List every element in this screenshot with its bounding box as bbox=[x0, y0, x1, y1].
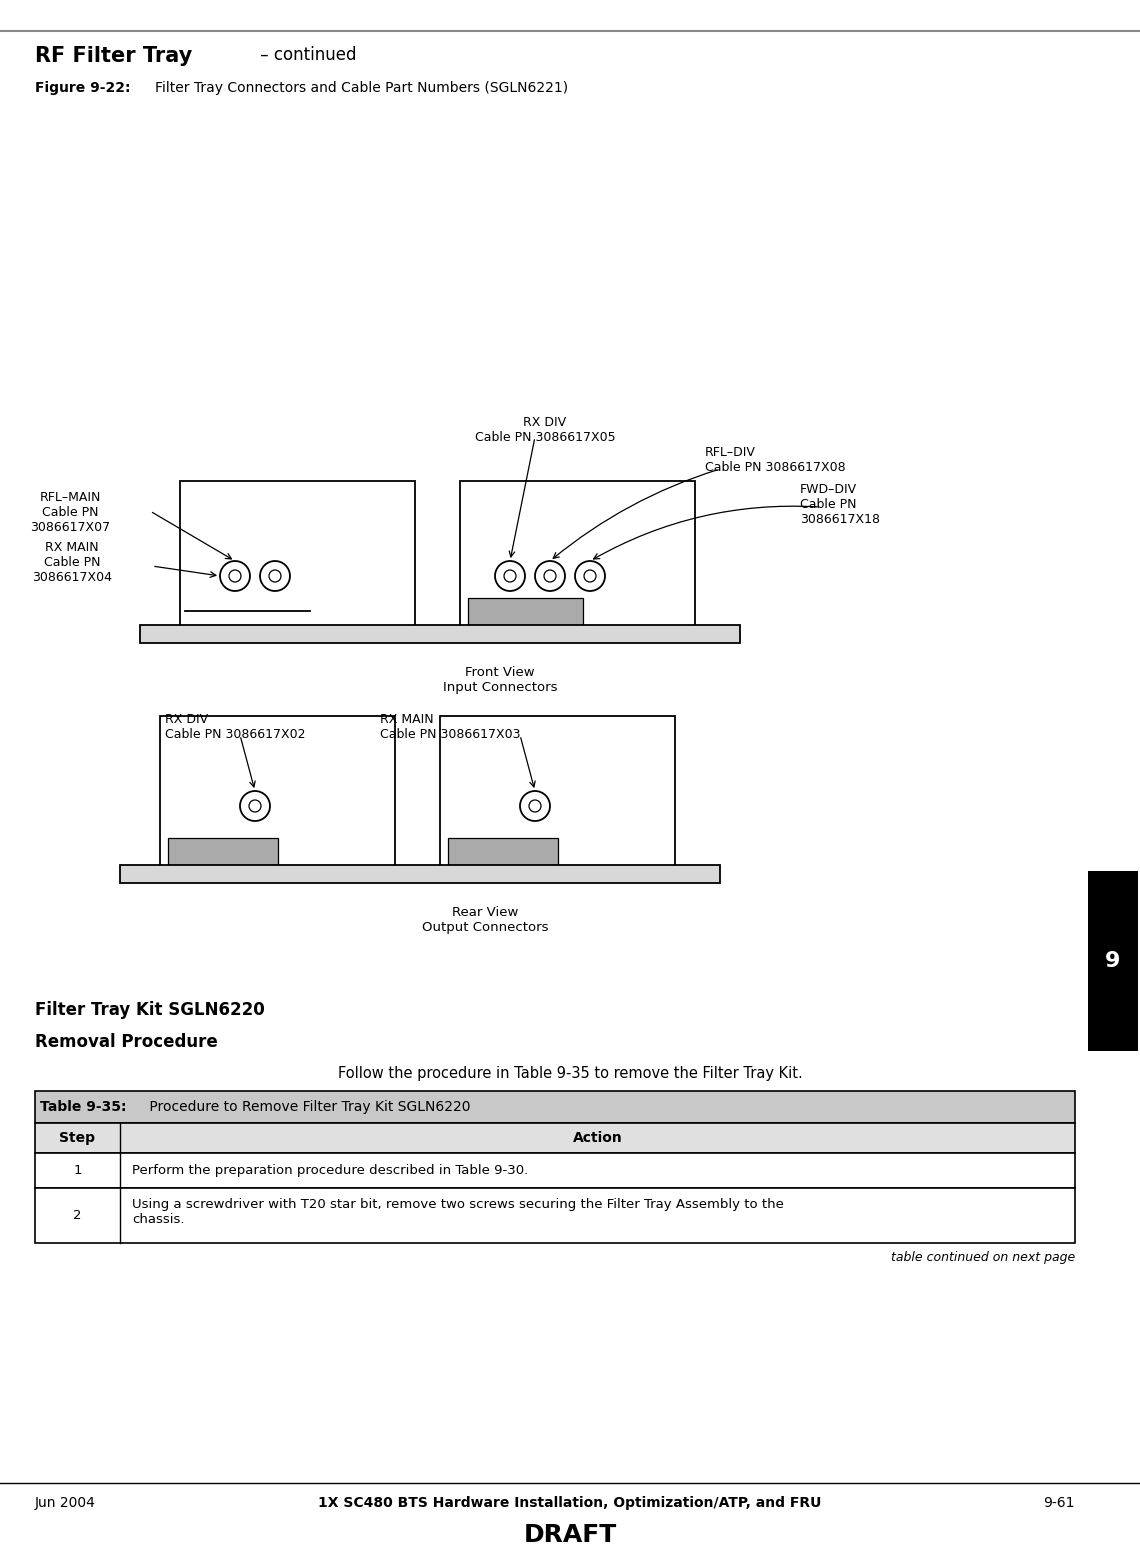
Text: RX DIV
Cable PN 3086617X02: RX DIV Cable PN 3086617X02 bbox=[165, 713, 306, 741]
Text: Figure 9-22:: Figure 9-22: bbox=[35, 81, 130, 95]
Text: Filter Tray Connectors and Cable Part Numbers (SGLN6221): Filter Tray Connectors and Cable Part Nu… bbox=[155, 81, 568, 95]
Bar bbox=[35, 1090, 1075, 1123]
Circle shape bbox=[495, 561, 526, 591]
Text: Using a screwdriver with T20 star bit, remove two screws securing the Filter Tra: Using a screwdriver with T20 star bit, r… bbox=[132, 1197, 784, 1225]
Circle shape bbox=[535, 561, 565, 591]
Bar bbox=[461, 481, 695, 631]
Text: Filter Tray Kit SGLN6220: Filter Tray Kit SGLN6220 bbox=[35, 1000, 264, 1019]
Bar bbox=[140, 625, 740, 644]
Text: – continued: – continued bbox=[255, 47, 357, 64]
Bar bbox=[440, 717, 675, 872]
Text: Jun 2004: Jun 2004 bbox=[35, 1497, 96, 1511]
Bar bbox=[35, 1123, 1075, 1152]
Text: RFL–MAIN
Cable PN
3086617X07: RFL–MAIN Cable PN 3086617X07 bbox=[30, 492, 111, 534]
Circle shape bbox=[520, 791, 549, 820]
Bar bbox=[448, 838, 557, 865]
Circle shape bbox=[229, 571, 241, 582]
Circle shape bbox=[269, 571, 280, 582]
Circle shape bbox=[241, 791, 270, 820]
Bar bbox=[1088, 872, 1138, 1052]
Text: RF Filter Tray: RF Filter Tray bbox=[35, 47, 193, 67]
Text: 1X SC480 BTS Hardware Installation, Optimization/ATP, and FRU: 1X SC480 BTS Hardware Installation, Opti… bbox=[318, 1497, 822, 1511]
Text: Procedure to Remove Filter Tray Kit SGLN6220: Procedure to Remove Filter Tray Kit SGLN… bbox=[145, 1100, 471, 1114]
Text: 9-61: 9-61 bbox=[1043, 1497, 1075, 1511]
Text: 1: 1 bbox=[73, 1163, 82, 1177]
Text: RX MAIN
Cable PN
3086617X04: RX MAIN Cable PN 3086617X04 bbox=[32, 541, 112, 585]
Circle shape bbox=[249, 800, 261, 813]
Bar bbox=[469, 599, 583, 627]
Bar bbox=[168, 838, 278, 865]
Circle shape bbox=[544, 571, 556, 582]
Circle shape bbox=[575, 561, 605, 591]
Text: RX MAIN
Cable PN 3086617X03: RX MAIN Cable PN 3086617X03 bbox=[380, 713, 521, 741]
Text: table continued on next page: table continued on next page bbox=[890, 1252, 1075, 1264]
Text: Table 9-35:: Table 9-35: bbox=[40, 1100, 127, 1114]
Text: Rear View
Output Connectors: Rear View Output Connectors bbox=[422, 906, 548, 934]
Text: FWD–DIV
Cable PN
3086617X18: FWD–DIV Cable PN 3086617X18 bbox=[800, 482, 880, 526]
Bar bbox=[35, 1188, 1075, 1242]
Text: Perform the preparation procedure described in Table 9-30.: Perform the preparation procedure descri… bbox=[132, 1163, 528, 1177]
Circle shape bbox=[260, 561, 290, 591]
Bar bbox=[160, 717, 394, 872]
Text: Step: Step bbox=[59, 1131, 96, 1145]
Text: DRAFT: DRAFT bbox=[523, 1523, 617, 1546]
Text: Action: Action bbox=[572, 1131, 622, 1145]
Bar bbox=[180, 481, 415, 631]
Bar bbox=[35, 1152, 1075, 1188]
Text: 2: 2 bbox=[73, 1208, 82, 1222]
Bar bbox=[120, 865, 720, 883]
Text: Front View
Input Connectors: Front View Input Connectors bbox=[442, 665, 557, 693]
Text: 9: 9 bbox=[1106, 951, 1121, 971]
Circle shape bbox=[504, 571, 516, 582]
Circle shape bbox=[220, 561, 250, 591]
Text: Removal Procedure: Removal Procedure bbox=[35, 1033, 218, 1052]
Text: RX DIV
Cable PN 3086617X05: RX DIV Cable PN 3086617X05 bbox=[474, 416, 616, 444]
Circle shape bbox=[529, 800, 542, 813]
Text: RFL–DIV
Cable PN 3086617X08: RFL–DIV Cable PN 3086617X08 bbox=[705, 447, 846, 475]
Text: Follow the procedure in Table 9-35 to remove the Filter Tray Kit.: Follow the procedure in Table 9-35 to re… bbox=[337, 1066, 803, 1081]
Circle shape bbox=[584, 571, 596, 582]
